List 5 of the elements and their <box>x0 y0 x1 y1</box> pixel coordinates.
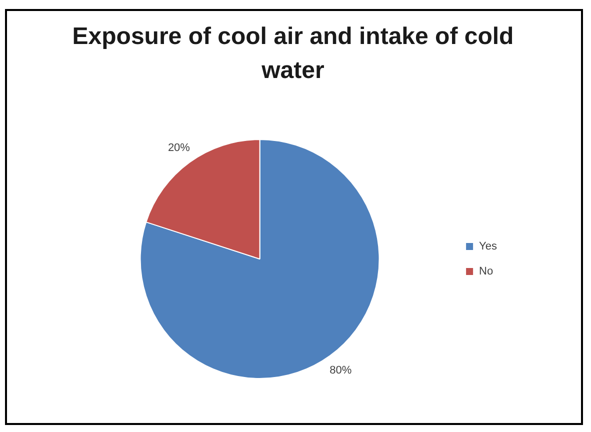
data-label: 20% <box>168 142 190 154</box>
legend-label: No <box>479 266 494 278</box>
legend-label: Yes <box>479 240 498 253</box>
chart-title: Exposure of cool air and intake of cold water <box>71 22 515 86</box>
data-label: 80% <box>330 364 352 376</box>
